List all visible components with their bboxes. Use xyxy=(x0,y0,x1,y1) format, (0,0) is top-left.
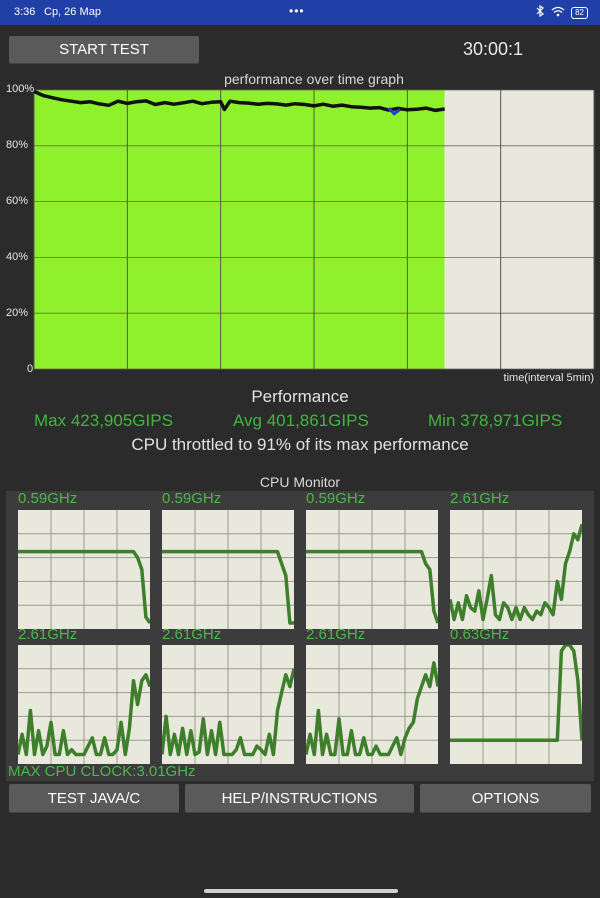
perf-dip-marker xyxy=(387,107,401,116)
test-timer: 30:00:1 xyxy=(463,39,524,59)
perf-fill-rect xyxy=(34,90,445,369)
core-3-trace xyxy=(450,523,582,622)
y-tick-20: 20% xyxy=(6,307,29,319)
y-tick-80: 80% xyxy=(6,139,29,151)
core-2-freq: 0.59GHz xyxy=(306,490,366,507)
core-3-freq: 2.61GHz xyxy=(450,490,510,507)
core-0-freq: 0.59GHz xyxy=(18,490,78,507)
max-gips: Max 423,905GIPS xyxy=(34,411,173,430)
help-instructions-button[interactable]: HELP/INSTRUCTIONS xyxy=(185,784,414,813)
core-0-trace xyxy=(18,549,150,624)
core-1-graph xyxy=(162,510,294,629)
gesture-nav-bar[interactable] xyxy=(204,889,398,893)
core-3-graph xyxy=(450,510,582,629)
core-5-freq: 2.61GHz xyxy=(162,626,222,643)
core-7-freq: 0.63GHz xyxy=(450,626,510,643)
core-6-graph xyxy=(306,645,438,764)
perf-graph-title: performance over time graph xyxy=(224,71,404,87)
avg-gips: Avg 401,861GIPS xyxy=(233,411,369,430)
bluetooth-icon xyxy=(535,4,545,20)
status-dots: ••• xyxy=(289,4,305,18)
y-tick-60: 60% xyxy=(6,195,29,207)
y-tick-40: 40% xyxy=(6,251,29,263)
max-cpu-clock: MAX CPU CLOCK:3.01GHz xyxy=(8,763,196,780)
min-gips: Min 378,971GIPS xyxy=(428,411,563,430)
status-bar: 3:36 Ср, 26 Мар ••• 82 xyxy=(0,0,600,25)
core-5-graph xyxy=(162,645,294,764)
core-7-graph xyxy=(450,645,582,764)
status-date: Ср, 26 Мар xyxy=(44,6,101,18)
start-test-button[interactable]: START TEST xyxy=(9,36,199,64)
core-0-graph xyxy=(18,510,150,629)
core-4-graph xyxy=(18,645,150,764)
status-time: 3:36 xyxy=(14,6,36,18)
core-6-freq: 2.61GHz xyxy=(306,626,366,643)
cpu-monitor-title: CPU Monitor xyxy=(259,474,341,490)
perf-fill-area xyxy=(34,90,445,369)
core-1-trace xyxy=(162,549,294,625)
throttle-message: CPU throttled to 91% of its max performa… xyxy=(131,435,469,454)
core-6-trace xyxy=(306,661,438,757)
core-5-trace xyxy=(162,668,294,757)
performance-heading: Performance xyxy=(251,387,349,406)
test-java-c-button[interactable]: TEST JAVA/C xyxy=(9,784,179,813)
core-4-freq: 2.61GHz xyxy=(18,626,78,643)
core-7-trace xyxy=(450,645,582,742)
core-1-freq: 0.59GHz xyxy=(162,490,222,507)
perf-x-label: time(interval 5min) xyxy=(503,372,594,384)
core-2-trace xyxy=(306,549,438,624)
options-button[interactable]: OPTIONS xyxy=(420,784,591,813)
perf-series-line xyxy=(33,89,445,113)
core-2-graph xyxy=(306,510,438,629)
y-tick-0: 0 xyxy=(27,363,34,375)
wifi-icon xyxy=(551,6,565,20)
y-tick-100: 100% xyxy=(6,83,35,95)
status-icons: 82 xyxy=(535,4,588,20)
battery-icon: 82 xyxy=(571,6,588,19)
core-4-trace xyxy=(18,673,150,757)
perf-grid xyxy=(33,89,595,370)
